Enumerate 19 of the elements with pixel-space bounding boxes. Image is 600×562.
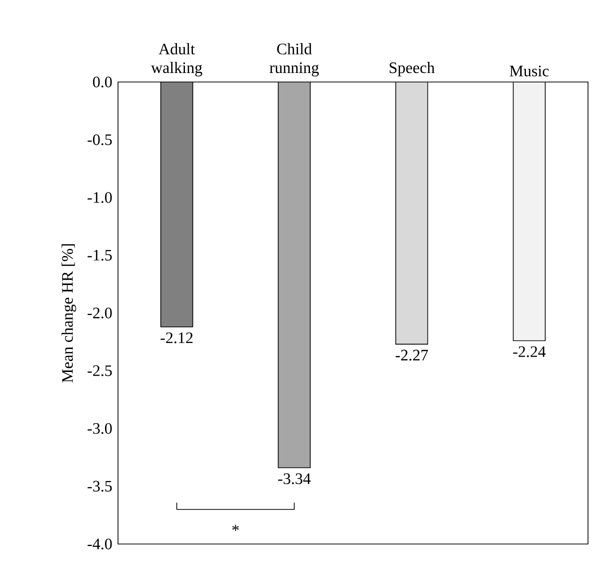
data-label: -2.12 xyxy=(160,332,193,344)
y-tick-label: -4.0 xyxy=(88,538,112,550)
x-tick-label: Music xyxy=(510,66,549,76)
data-label: -3.34 xyxy=(278,473,311,484)
x-tick-label: Speech xyxy=(390,62,435,76)
y-tick-label: -1.5 xyxy=(88,250,112,261)
annotation: * xyxy=(232,524,239,531)
x-tick-label: Adult walking xyxy=(151,43,202,76)
data-label: -2.27 xyxy=(396,350,428,361)
y-tick-label: -1.0 xyxy=(88,192,112,203)
data-label: -2.24 xyxy=(513,346,546,358)
x-tick-label: Child running xyxy=(270,43,319,76)
y-tick-label: -2.5 xyxy=(88,365,112,376)
y-tick-label: -3.0 xyxy=(88,423,112,434)
y-axis-title: Mean change HR [%] xyxy=(62,244,76,383)
y-tick-label: -2.0 xyxy=(88,308,112,318)
y-tick-label: -0.5 xyxy=(88,134,112,146)
y-tick-label: -3.5 xyxy=(88,480,112,492)
y-tick-label: 0.0 xyxy=(93,76,112,88)
